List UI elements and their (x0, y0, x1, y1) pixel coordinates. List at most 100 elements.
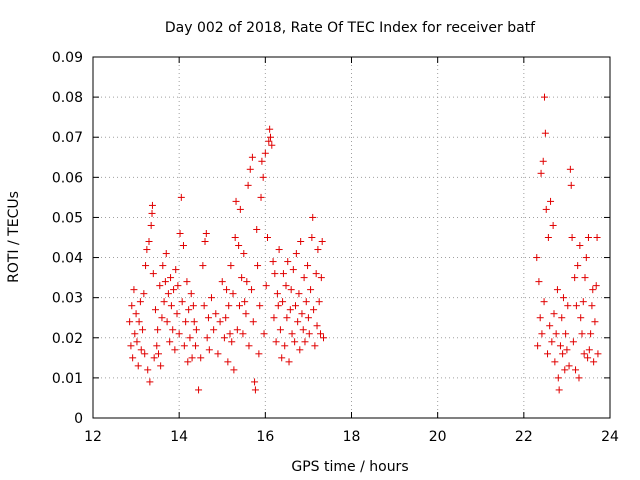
y-axis-label: ROTI / TECUs (6, 191, 22, 283)
data-point (316, 330, 324, 338)
data-point (546, 322, 554, 330)
x-axis-label: GPS time / hours (291, 459, 408, 475)
data-point (199, 262, 207, 270)
data-point (164, 290, 172, 298)
data-point (295, 290, 303, 298)
data-point (127, 342, 135, 350)
data-point (173, 310, 181, 318)
data-point (312, 270, 320, 278)
data-point (172, 266, 180, 274)
data-point (128, 302, 136, 310)
x-tick-label: 18 (343, 429, 361, 445)
data-point (226, 330, 234, 338)
data-point (547, 197, 555, 205)
data-point (188, 354, 196, 362)
data-point (305, 330, 313, 338)
y-tick-label: 0.01 (52, 371, 83, 387)
data-point (134, 362, 142, 370)
grid-layer (93, 57, 610, 418)
data-point (308, 234, 316, 241)
data-point (266, 125, 274, 133)
data-point (585, 346, 593, 354)
data-point (190, 318, 198, 326)
axis-ticks: 0 0.01 0.02 0.03 0.04 0.05 0.06 0.07 0.08 0.09 12 1… (52, 50, 619, 445)
data-point (126, 318, 134, 326)
data-point (559, 350, 567, 358)
data-point (195, 386, 203, 394)
data-point (561, 366, 569, 374)
data-point (205, 346, 213, 354)
data-point (160, 298, 168, 306)
data-point (542, 205, 550, 213)
data-point (591, 318, 599, 326)
data-point (251, 386, 259, 394)
data-point (216, 318, 224, 326)
data-point (148, 201, 156, 209)
data-point (563, 346, 571, 354)
data-point (584, 234, 592, 241)
data-point (253, 225, 261, 233)
data-point (283, 314, 291, 322)
data-point (163, 318, 171, 326)
data-point (167, 302, 175, 310)
data-point (311, 342, 319, 350)
data-point (571, 274, 579, 282)
data-point (232, 197, 240, 205)
data-point (572, 302, 580, 310)
data-point (178, 298, 186, 306)
data-point (133, 338, 141, 346)
data-point (143, 246, 151, 254)
data-point (270, 314, 278, 322)
data-point (584, 354, 592, 362)
data-point (142, 262, 150, 270)
data-point (285, 358, 293, 366)
data-point (144, 366, 152, 374)
data-point (179, 242, 187, 250)
data-point (187, 290, 195, 298)
data-point (207, 294, 215, 302)
data-point (189, 302, 197, 310)
data-point (299, 326, 307, 334)
x-tick-label: 12 (84, 429, 102, 445)
data-point (274, 302, 282, 310)
data-point (167, 274, 175, 282)
y-tick-label: 0 (74, 411, 83, 427)
data-point (177, 193, 185, 201)
data-point (186, 334, 194, 342)
data-point (149, 270, 157, 278)
y-tick-label: 0.03 (52, 291, 83, 307)
data-point (562, 330, 570, 338)
x-tick-label: 14 (170, 429, 188, 445)
data-point (276, 326, 284, 334)
data-point (137, 346, 145, 354)
data-point (156, 282, 164, 290)
data-point (301, 338, 309, 346)
data-point (302, 298, 310, 306)
data-point (544, 350, 552, 358)
data-point (244, 181, 252, 189)
data-point (579, 298, 587, 306)
y-tick-label: 0.07 (52, 130, 83, 146)
data-point (275, 246, 283, 254)
data-point (161, 278, 169, 286)
data-point (243, 278, 251, 286)
data-point (251, 378, 259, 386)
data-point (258, 157, 266, 165)
data-point (166, 338, 174, 346)
data-point (222, 314, 230, 322)
data-point (535, 278, 543, 286)
data-point (281, 342, 289, 350)
data-point (558, 314, 566, 322)
data-point (146, 378, 154, 386)
data-point (197, 354, 205, 362)
data-point (300, 274, 308, 282)
data-point (220, 334, 228, 342)
data-point (292, 250, 300, 258)
data-point (541, 129, 549, 137)
chart-title: Day 002 of 2018, Rate Of TEC Index for r… (165, 20, 536, 36)
y-tick-label: 0.04 (52, 251, 83, 267)
data-point (269, 258, 277, 266)
data-point (551, 358, 559, 366)
data-point (298, 310, 306, 318)
data-point (262, 282, 270, 290)
